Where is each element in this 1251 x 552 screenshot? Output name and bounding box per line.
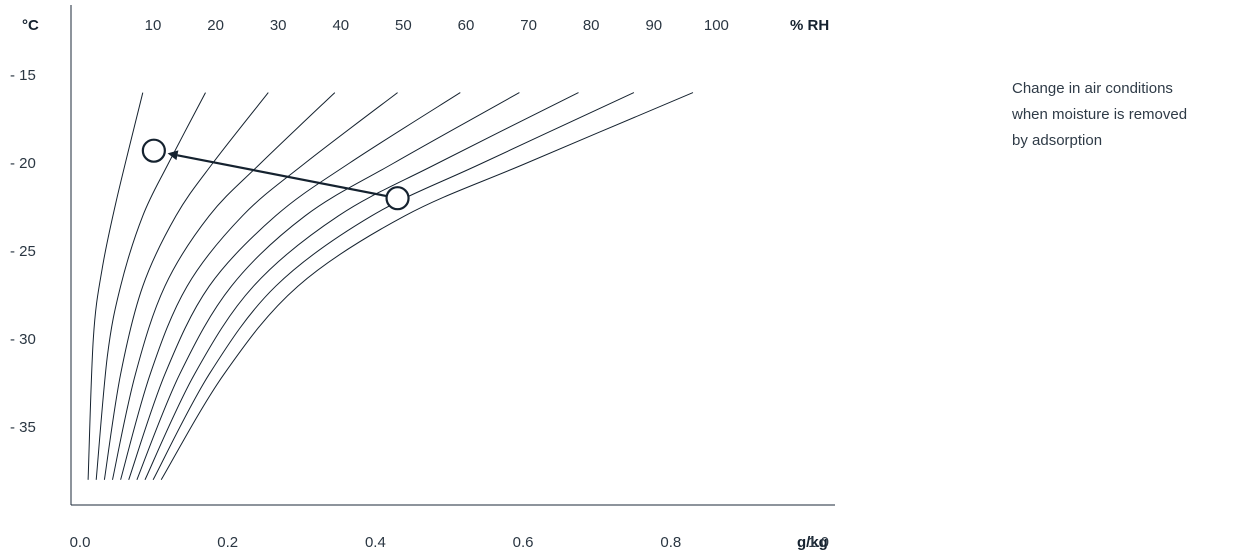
x-tick-label: 0.6 bbox=[513, 534, 534, 551]
psychrometric-chart: °C % RH g/kg - 15 - 20 - 25 - 30 - 35 0.0 0.2… bbox=[10, 5, 835, 551]
note-line-3: by adsorption bbox=[1012, 132, 1103, 149]
note-line-2: when moisture is removed bbox=[1012, 106, 1188, 123]
rh-curve-50 bbox=[120, 92, 398, 480]
x-tick-label: 0.0 bbox=[70, 534, 91, 551]
rh-tick-label: 50 bbox=[395, 17, 412, 34]
adsorption-arrow-head bbox=[167, 150, 179, 161]
rh-curve-90 bbox=[152, 92, 635, 481]
y-tick-label: - 20 bbox=[10, 155, 36, 172]
y-unit-label: °C bbox=[22, 17, 39, 34]
y-tick-label: - 25 bbox=[10, 243, 36, 260]
rh-tick-label: 100 bbox=[704, 17, 729, 34]
rh-tick-labels: 10 20 30 40 50 60 70 80 90 100 bbox=[145, 17, 729, 34]
rh-tick-label: 60 bbox=[458, 17, 475, 34]
rh-curve-40 bbox=[112, 92, 336, 480]
end-point-marker bbox=[141, 138, 166, 163]
y-tick-label: - 15 bbox=[10, 67, 36, 84]
x-tick-label: 0.2 bbox=[217, 534, 238, 551]
adsorption-arrow-line bbox=[177, 154, 387, 198]
rh-tick-label: 90 bbox=[645, 17, 662, 34]
x-tick-labels: 0.0 0.2 0.4 0.6 0.8 1.0 bbox=[70, 534, 829, 551]
y-tick-labels: - 15 - 20 - 25 - 30 - 35 bbox=[10, 67, 36, 436]
rh-tick-label: 20 bbox=[207, 17, 224, 34]
rh-curve-70 bbox=[136, 92, 520, 480]
chart-note: Change in air conditions when moisture i… bbox=[1012, 76, 1248, 154]
rh-curve-100 bbox=[160, 92, 694, 481]
rh-tick-label: 10 bbox=[145, 17, 162, 34]
x-tick-label: 1.0 bbox=[808, 534, 829, 551]
adsorption-annotation bbox=[141, 138, 410, 211]
rh-tick-label: 30 bbox=[270, 17, 287, 34]
note-line-1: Change in air conditions bbox=[1012, 80, 1173, 97]
rh-curve-60 bbox=[128, 92, 461, 480]
rh-tick-label: 70 bbox=[520, 17, 537, 34]
rh-tick-label: 80 bbox=[583, 17, 600, 34]
rh-curve-10 bbox=[87, 92, 144, 480]
top-unit-label: % RH bbox=[790, 17, 829, 34]
rh-curve-20 bbox=[95, 92, 206, 480]
y-tick-label: - 30 bbox=[10, 331, 36, 348]
rh-tick-label: 40 bbox=[332, 17, 349, 34]
x-tick-label: 0.4 bbox=[365, 534, 386, 551]
x-tick-label: 0.8 bbox=[660, 534, 681, 551]
start-point-marker bbox=[385, 186, 410, 211]
rh-curve-80 bbox=[144, 92, 579, 481]
x-unit-label: g/kg bbox=[797, 534, 828, 551]
rh-curve-30 bbox=[103, 92, 269, 480]
rh-curves bbox=[87, 92, 694, 481]
y-tick-label: - 35 bbox=[10, 419, 36, 436]
